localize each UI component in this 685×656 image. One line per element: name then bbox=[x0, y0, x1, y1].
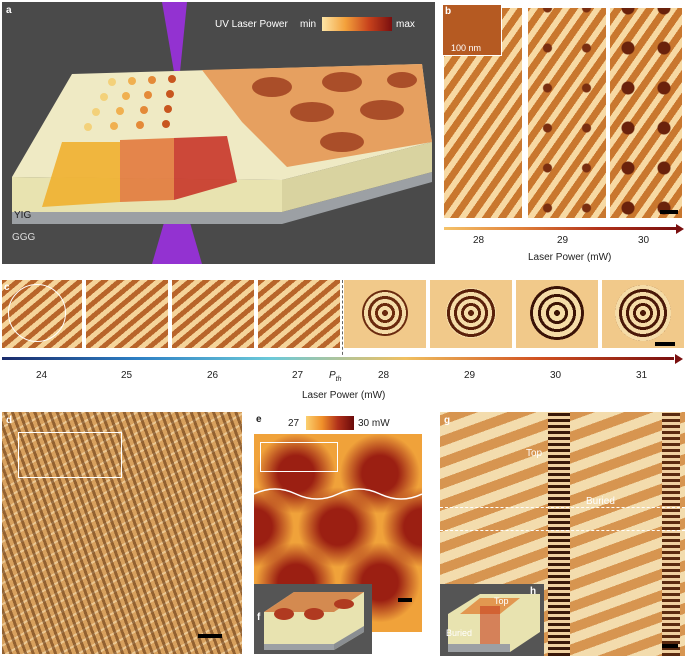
panel-h: h Top Buried bbox=[440, 584, 544, 656]
h-top-label: Top bbox=[494, 596, 509, 606]
g-dashed-line-2 bbox=[440, 530, 685, 531]
c-image-25 bbox=[86, 280, 168, 348]
b-axis-label: Laser Power (mW) bbox=[528, 252, 612, 263]
inset-zoom: b 100 nm bbox=[442, 4, 502, 56]
panel-h-label: h bbox=[530, 586, 537, 597]
c-tick-29: 29 bbox=[464, 370, 476, 381]
panel-c: c 24 25 26 27 Pth 28 29 30 31 Laser Powe… bbox=[0, 280, 685, 405]
panel-e: e 27 30 mW f bbox=[252, 412, 434, 656]
laser-beam-bottom bbox=[152, 202, 202, 264]
c-pth-label: Pth bbox=[329, 370, 342, 383]
dot-array bbox=[84, 75, 176, 131]
c-tick-25: 25 bbox=[121, 370, 133, 381]
h-3d-illustration bbox=[448, 594, 540, 652]
sample-3d-illustration bbox=[12, 2, 432, 264]
ggg-substrate bbox=[12, 172, 432, 224]
panel-b: b 100 nm 28 29 30 Laser Power (mW) bbox=[440, 2, 685, 267]
yig-right-face bbox=[282, 142, 432, 212]
panel-a: a bbox=[2, 2, 435, 264]
panel-c-label: c bbox=[4, 282, 10, 293]
g-buried-label: Buried bbox=[586, 496, 615, 507]
f-3d-illustration bbox=[264, 592, 364, 650]
pit-dots-29 bbox=[528, 8, 606, 218]
pth-divider bbox=[342, 280, 343, 360]
panel-b-label: b bbox=[445, 6, 452, 17]
scale-bar-g bbox=[662, 644, 678, 648]
c-tick-30: 30 bbox=[550, 370, 562, 381]
d-highlight-box bbox=[18, 432, 122, 478]
scale-bar-c bbox=[655, 342, 675, 346]
g-vertical-stripe-left bbox=[548, 412, 570, 656]
block-low bbox=[42, 142, 120, 207]
g-top-label: Top bbox=[526, 448, 543, 459]
c-tick-31: 31 bbox=[636, 370, 648, 381]
h-buried-label: Buried bbox=[446, 628, 473, 638]
panel-e-label: e bbox=[256, 414, 262, 425]
yig-label: YIG bbox=[14, 210, 32, 221]
panel-a-label: a bbox=[6, 5, 12, 16]
laser-power-arrow-c bbox=[2, 357, 674, 360]
laser-power-arrow-b bbox=[444, 227, 676, 230]
b-tick-29: 29 bbox=[557, 235, 569, 246]
e-cross-section-line bbox=[254, 488, 422, 500]
uv-colorbar-max: max bbox=[396, 19, 415, 30]
uv-colorbar-title: UV Laser Power bbox=[215, 19, 288, 30]
c-tick-28: 28 bbox=[378, 370, 390, 381]
c-image-27 bbox=[258, 280, 340, 348]
pit-dots-30 bbox=[610, 8, 682, 218]
c-image-31 bbox=[602, 280, 684, 348]
panel-f: f bbox=[254, 584, 372, 654]
c-image-28 bbox=[344, 280, 426, 348]
scale-bar-b bbox=[660, 210, 678, 214]
panel-f-label: f bbox=[257, 612, 261, 623]
c-tick-26: 26 bbox=[207, 370, 219, 381]
panel-d-label: d bbox=[6, 415, 13, 426]
arrow-head-c bbox=[675, 354, 683, 364]
inset-scale-label: 100 nm bbox=[451, 43, 482, 53]
g-dashed-line-1 bbox=[440, 507, 685, 508]
uv-colorbar bbox=[322, 17, 392, 31]
laser-beam-top bbox=[162, 2, 187, 72]
b-tick-28: 28 bbox=[473, 235, 485, 246]
c-image-26 bbox=[172, 280, 254, 348]
scale-bar-d bbox=[198, 634, 222, 638]
arrow-head-b bbox=[676, 224, 684, 234]
block-mid bbox=[120, 138, 174, 202]
c-tick-27: 27 bbox=[292, 370, 304, 381]
g-vertical-stripe-right bbox=[662, 412, 680, 656]
panel-g: g Top Buried h Top Buried bbox=[440, 412, 685, 656]
block-high bbox=[174, 136, 237, 200]
b-tick-30: 30 bbox=[638, 235, 650, 246]
uv-colorbar-min: min bbox=[300, 19, 317, 30]
ggg-label: GGG bbox=[12, 232, 36, 243]
e-colorbar-max: 30 mW bbox=[358, 418, 390, 429]
c-tick-24: 24 bbox=[36, 370, 48, 381]
panel-d: d bbox=[2, 412, 242, 654]
scale-bar-e bbox=[398, 598, 412, 602]
c-image-29 bbox=[430, 280, 512, 348]
e-highlight-box bbox=[260, 442, 338, 472]
e-colorbar bbox=[306, 416, 354, 430]
panel-g-label: g bbox=[444, 415, 451, 426]
c-axis-label: Laser Power (mW) bbox=[302, 390, 386, 401]
c-circle-marker bbox=[8, 284, 66, 342]
e-colorbar-min: 27 bbox=[288, 418, 300, 429]
c-image-30 bbox=[516, 280, 598, 348]
